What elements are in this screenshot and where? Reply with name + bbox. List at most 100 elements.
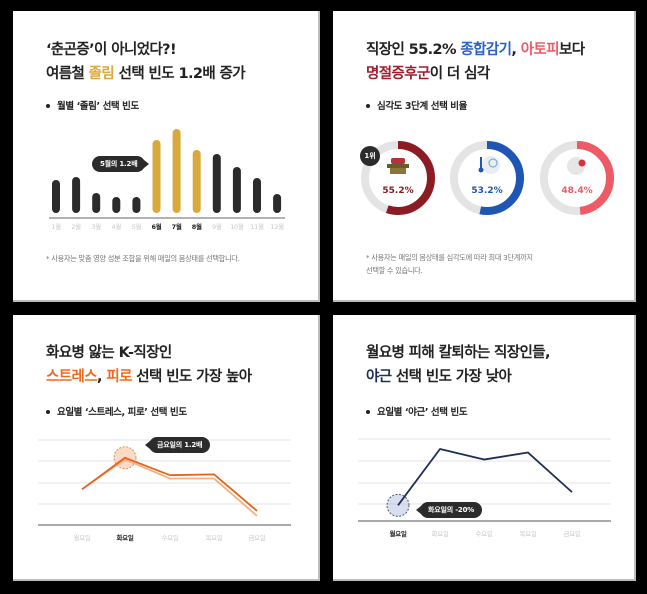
title-line-1: 월요병 피해 칼퇴하는 직장인들, <box>366 345 550 361</box>
footnote-line-1: * 사용자는 매일의 몸상태를 심각도에 따라 최대 3단계까지 <box>366 253 533 262</box>
bar-3월 <box>92 193 101 213</box>
x-label: 7월 <box>171 223 182 231</box>
x-label: 3월 <box>91 223 101 231</box>
x-label: 12월 <box>270 223 284 231</box>
bar-10월 <box>232 167 241 213</box>
bar-5월 <box>132 197 141 213</box>
chart-tooltip: 화요일의 -20% <box>415 502 483 518</box>
bar-2월 <box>72 177 81 213</box>
donut-value-holiday: 55.2% <box>382 186 414 196</box>
footnote: * 사용자는 매일의 몸상태를 심각도에 따라 최대 3단계까지 선택할 수 있… <box>366 251 533 277</box>
title-highlight-overtime: 야근 <box>366 369 392 385</box>
weekday-overtime-line-chart <box>358 438 611 522</box>
bar-11월 <box>253 178 261 213</box>
x-label: 4월 <box>111 223 122 231</box>
x-label: 화요일 <box>431 530 449 538</box>
x-label: 목요일 <box>519 530 537 538</box>
bar-6월 <box>152 140 161 213</box>
chart-subtitle: 월별 ‘졸림’ 선택 빈도 <box>46 98 139 112</box>
x-label: 2월 <box>71 223 81 231</box>
x-label: 10월 <box>230 223 244 231</box>
x-label: 월요일 <box>73 534 91 542</box>
title-line-1: 화요병 앓는 K-직장인 <box>46 345 172 361</box>
panel-title: ‘춘곤증’이 아니었다?! 여름철 졸림 선택 빈도 1.2배 증가 <box>46 38 246 86</box>
chart-subtitle: 요일별 ‘야근’ 선택 빈도 <box>366 404 468 418</box>
bar-12월 <box>273 194 282 213</box>
title-text: 선택 빈도 가장 높아 <box>131 369 252 385</box>
x-label: 수요일 <box>161 534 179 542</box>
bullet-icon <box>366 409 370 414</box>
subtitle-text: 월별 ‘졸림’ 선택 빈도 <box>57 101 139 112</box>
title-text: 선택 빈도 1.2배 증가 <box>114 66 246 82</box>
title-line-2: 명절증후군이 더 심각 <box>366 62 584 86</box>
donut-3 <box>540 141 614 215</box>
x-label: 목요일 <box>205 534 223 542</box>
x-label: 금요일 <box>563 530 581 538</box>
title-highlight-cold: 종합감기 <box>460 42 512 58</box>
x-label: 9월 <box>212 223 222 231</box>
bullet-icon <box>366 103 370 108</box>
title-highlight-holiday: 명절증후군 <box>366 66 430 82</box>
title-text: 여름철 <box>46 66 89 82</box>
title-text: , <box>96 369 107 385</box>
bar-7월 <box>172 129 181 213</box>
subtitle-text: 요일별 ‘야근’ 선택 빈도 <box>377 407 468 418</box>
x-label: 수요일 <box>475 530 493 538</box>
rank-badge: 1위 <box>360 146 380 166</box>
subtitle-text: 요일별 ‘스트레스, 피로’ 선택 빈도 <box>57 407 187 418</box>
panel-stress-fatigue: 화요병 앓는 K-직장인 스트레스, 피로 선택 빈도 가장 높아 요일별 ‘스… <box>13 315 320 581</box>
donut-arc <box>540 141 614 215</box>
x-label: 8월 <box>191 223 202 231</box>
x-label: 6월 <box>151 223 162 231</box>
title-text: 선택 빈도 가장 낮아 <box>391 369 512 385</box>
chart-tooltip: 5월의 1.2배 <box>92 156 150 172</box>
title-line-1: ‘춘곤증’이 아니었다?! <box>46 42 177 58</box>
panel-title: 월요병 피해 칼퇴하는 직장인들, 야근 선택 빈도 가장 낮아 <box>366 341 550 389</box>
chart-subtitle: 요일별 ‘스트레스, 피로’ 선택 빈도 <box>46 404 187 418</box>
x-label: 금요일 <box>248 534 266 542</box>
weekday-stress-line-chart <box>38 439 291 526</box>
title-highlight-stress: 스트레스 <box>46 369 98 385</box>
bullet-icon <box>46 103 50 108</box>
severity-donut-charts <box>361 141 614 215</box>
footnote-line-2: 선택할 수 있습니다. <box>366 266 423 275</box>
subtitle-text: 심각도 3단계 선택 비율 <box>377 101 467 112</box>
title-text: 이 더 심각 <box>429 66 490 82</box>
title-line-2: 여름철 졸림 선택 빈도 1.2배 증가 <box>46 62 246 86</box>
series-야근 <box>397 448 573 506</box>
atopy-skin-icon <box>567 157 586 175</box>
title-line-2: 야근 선택 빈도 가장 낮아 <box>366 365 550 389</box>
donut-arc <box>450 141 524 215</box>
donut-value-cold: 53.2% <box>471 186 503 196</box>
title-text: 직장인 55.2% <box>366 42 461 58</box>
bullet-icon <box>46 409 50 414</box>
panel-title: 직장인 55.2% 종합감기, 아토피보다 명절증후군이 더 심각 <box>366 38 585 86</box>
panel-severity: 직장인 55.2% 종합감기, 아토피보다 명절증후군이 더 심각 심각도 3단… <box>333 11 636 302</box>
holiday-table-icon <box>387 158 409 174</box>
panel-title: 화요병 앓는 K-직장인 스트레스, 피로 선택 빈도 가장 높아 <box>46 341 252 389</box>
chart-tooltip: 금요일의 1.2배 <box>144 437 211 453</box>
title-highlight: 졸림 <box>88 66 115 82</box>
panel-drowsiness: ‘춘곤증’이 아니었다?! 여름철 졸림 선택 빈도 1.2배 증가 월별 ‘졸… <box>13 11 320 302</box>
title-highlight-atopy: 아토피 <box>520 42 560 58</box>
x-label: 5월 <box>131 223 142 231</box>
footnote: * 사용자는 맞춤 영양 성분 조합을 위해 매일의 몸상태를 선택합니다. <box>46 254 240 263</box>
bar-1월 <box>52 180 60 213</box>
donut-value-atopy: 48.4% <box>561 186 593 196</box>
title-line-2: 스트레스, 피로 선택 빈도 가장 높아 <box>46 365 252 389</box>
panel-overtime: 월요병 피해 칼퇴하는 직장인들, 야근 선택 빈도 가장 낮아 요일별 ‘야근… <box>333 315 636 581</box>
bar-4월 <box>112 197 121 213</box>
x-label: 1월 <box>51 223 61 231</box>
cold-thermometer-icon <box>478 156 500 174</box>
series-스트레스 <box>81 456 258 512</box>
x-label: 화요일 <box>116 534 134 542</box>
chart-subtitle: 심각도 3단계 선택 비율 <box>366 98 467 112</box>
donut-2 <box>450 141 524 215</box>
monthly-bar-chart <box>49 129 285 219</box>
title-highlight-fatigue: 피로 <box>106 369 132 385</box>
donut-arc <box>361 141 435 215</box>
title-text: 보다 <box>558 42 585 58</box>
x-label: 월요일 <box>389 530 407 538</box>
title-line-1: 직장인 55.2% 종합감기, 아토피보다 <box>366 38 585 62</box>
title-text: , <box>511 42 521 58</box>
